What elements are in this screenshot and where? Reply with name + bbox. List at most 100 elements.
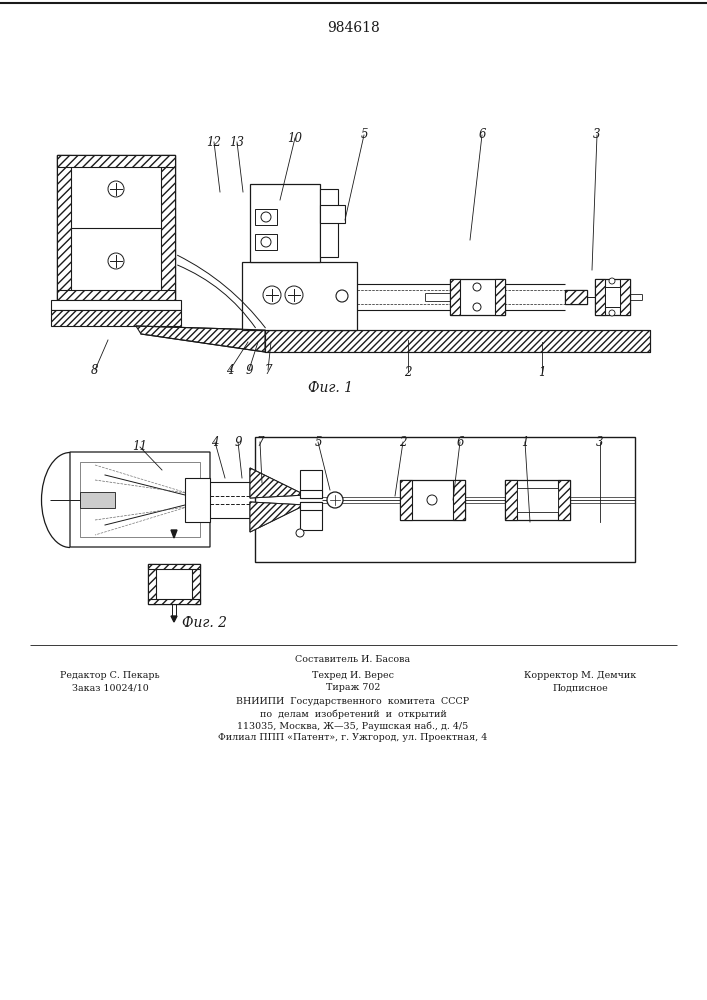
Bar (148, 564, 200, 604)
Polygon shape (250, 502, 305, 532)
Circle shape (296, 529, 304, 537)
Bar (148, 564, 156, 604)
Text: 1: 1 (538, 365, 546, 378)
Text: 7: 7 (264, 363, 271, 376)
Bar (450, 279, 505, 315)
Bar (595, 279, 605, 315)
Text: Подписное: Подписное (552, 684, 608, 692)
Text: 9: 9 (245, 363, 252, 376)
Bar (148, 458, 156, 490)
Text: Редактор С. Пекарь: Редактор С. Пекарь (60, 670, 160, 680)
Text: Фиг. 1: Фиг. 1 (308, 381, 353, 395)
Text: 4: 4 (211, 436, 218, 448)
Bar (51, 310, 181, 326)
Bar (320, 205, 345, 223)
Text: Заказ 10024/10: Заказ 10024/10 (71, 684, 148, 692)
Bar (300, 490, 322, 498)
Circle shape (327, 492, 343, 508)
Text: 12: 12 (206, 135, 221, 148)
Circle shape (263, 286, 281, 304)
Text: Фиг. 2: Фиг. 2 (182, 616, 228, 630)
Circle shape (261, 237, 271, 247)
Text: Филиал ППП «Патент», г. Ужгород, ул. Проектная, 4: Филиал ППП «Патент», г. Ужгород, ул. Про… (218, 734, 488, 742)
Bar (161, 155, 175, 300)
Bar (255, 437, 635, 562)
Bar (320, 189, 338, 257)
Text: 9: 9 (234, 436, 242, 448)
Bar (192, 458, 200, 490)
Bar (148, 458, 200, 464)
Polygon shape (250, 468, 305, 498)
Bar (185, 478, 210, 522)
Circle shape (108, 253, 124, 269)
Bar (300, 470, 322, 498)
Bar (517, 488, 558, 512)
Bar (250, 184, 320, 262)
Text: 2: 2 (399, 436, 407, 448)
Bar (265, 330, 650, 352)
Text: 11: 11 (132, 440, 148, 454)
Circle shape (609, 278, 615, 284)
Bar (57, 155, 175, 167)
Text: 5: 5 (314, 436, 322, 448)
Bar (565, 290, 587, 304)
Bar (400, 480, 465, 520)
Bar (57, 290, 175, 300)
Bar (148, 484, 200, 490)
Bar (57, 155, 175, 300)
Bar (595, 279, 630, 315)
Text: 10: 10 (288, 131, 303, 144)
Bar (148, 564, 200, 569)
Bar (400, 480, 412, 520)
Bar (148, 599, 200, 604)
Bar (453, 480, 465, 520)
Bar (242, 262, 357, 330)
Text: 7: 7 (256, 436, 264, 448)
Text: 1: 1 (521, 436, 529, 448)
Circle shape (261, 212, 271, 222)
Text: по  делам  изобретений  и  открытий: по делам изобретений и открытий (259, 709, 446, 719)
Text: 6: 6 (456, 436, 464, 448)
Bar (51, 300, 181, 310)
Text: 4: 4 (226, 363, 234, 376)
Bar (192, 564, 200, 604)
Bar (450, 279, 460, 315)
Bar (57, 155, 71, 300)
Text: 5: 5 (361, 128, 368, 141)
Circle shape (473, 283, 481, 291)
Bar (565, 290, 587, 304)
Bar (148, 458, 200, 490)
Bar (80, 492, 115, 508)
Bar (300, 502, 322, 510)
Bar (558, 480, 570, 520)
Circle shape (336, 290, 348, 302)
Text: Корректор М. Демчик: Корректор М. Демчик (524, 670, 636, 680)
Polygon shape (171, 616, 177, 622)
FancyBboxPatch shape (70, 452, 210, 547)
Bar (495, 279, 505, 315)
Text: Составитель И. Басова: Составитель И. Басова (296, 656, 411, 664)
Text: 3: 3 (593, 128, 601, 141)
Bar (255, 209, 277, 225)
Polygon shape (250, 468, 305, 498)
Bar (620, 279, 630, 315)
Polygon shape (171, 530, 177, 538)
Circle shape (285, 286, 303, 304)
Text: 113035, Москва, Ж—35, Раушская наб., д. 4/5: 113035, Москва, Ж—35, Раушская наб., д. … (238, 721, 469, 731)
Text: ВНИИПИ  Государственного  комитета  СССР: ВНИИПИ Государственного комитета СССР (236, 698, 469, 706)
Bar (156, 464, 192, 484)
Bar (255, 234, 277, 250)
Circle shape (473, 303, 481, 311)
Polygon shape (136, 326, 265, 352)
Polygon shape (136, 326, 265, 352)
Text: 3: 3 (596, 436, 604, 448)
Bar (505, 480, 570, 520)
Bar (80, 462, 200, 537)
Bar (505, 480, 517, 520)
Bar (265, 330, 650, 352)
Text: 8: 8 (91, 363, 99, 376)
Circle shape (427, 495, 437, 505)
Text: 2: 2 (404, 365, 411, 378)
Bar (300, 502, 322, 530)
Bar (605, 287, 620, 307)
